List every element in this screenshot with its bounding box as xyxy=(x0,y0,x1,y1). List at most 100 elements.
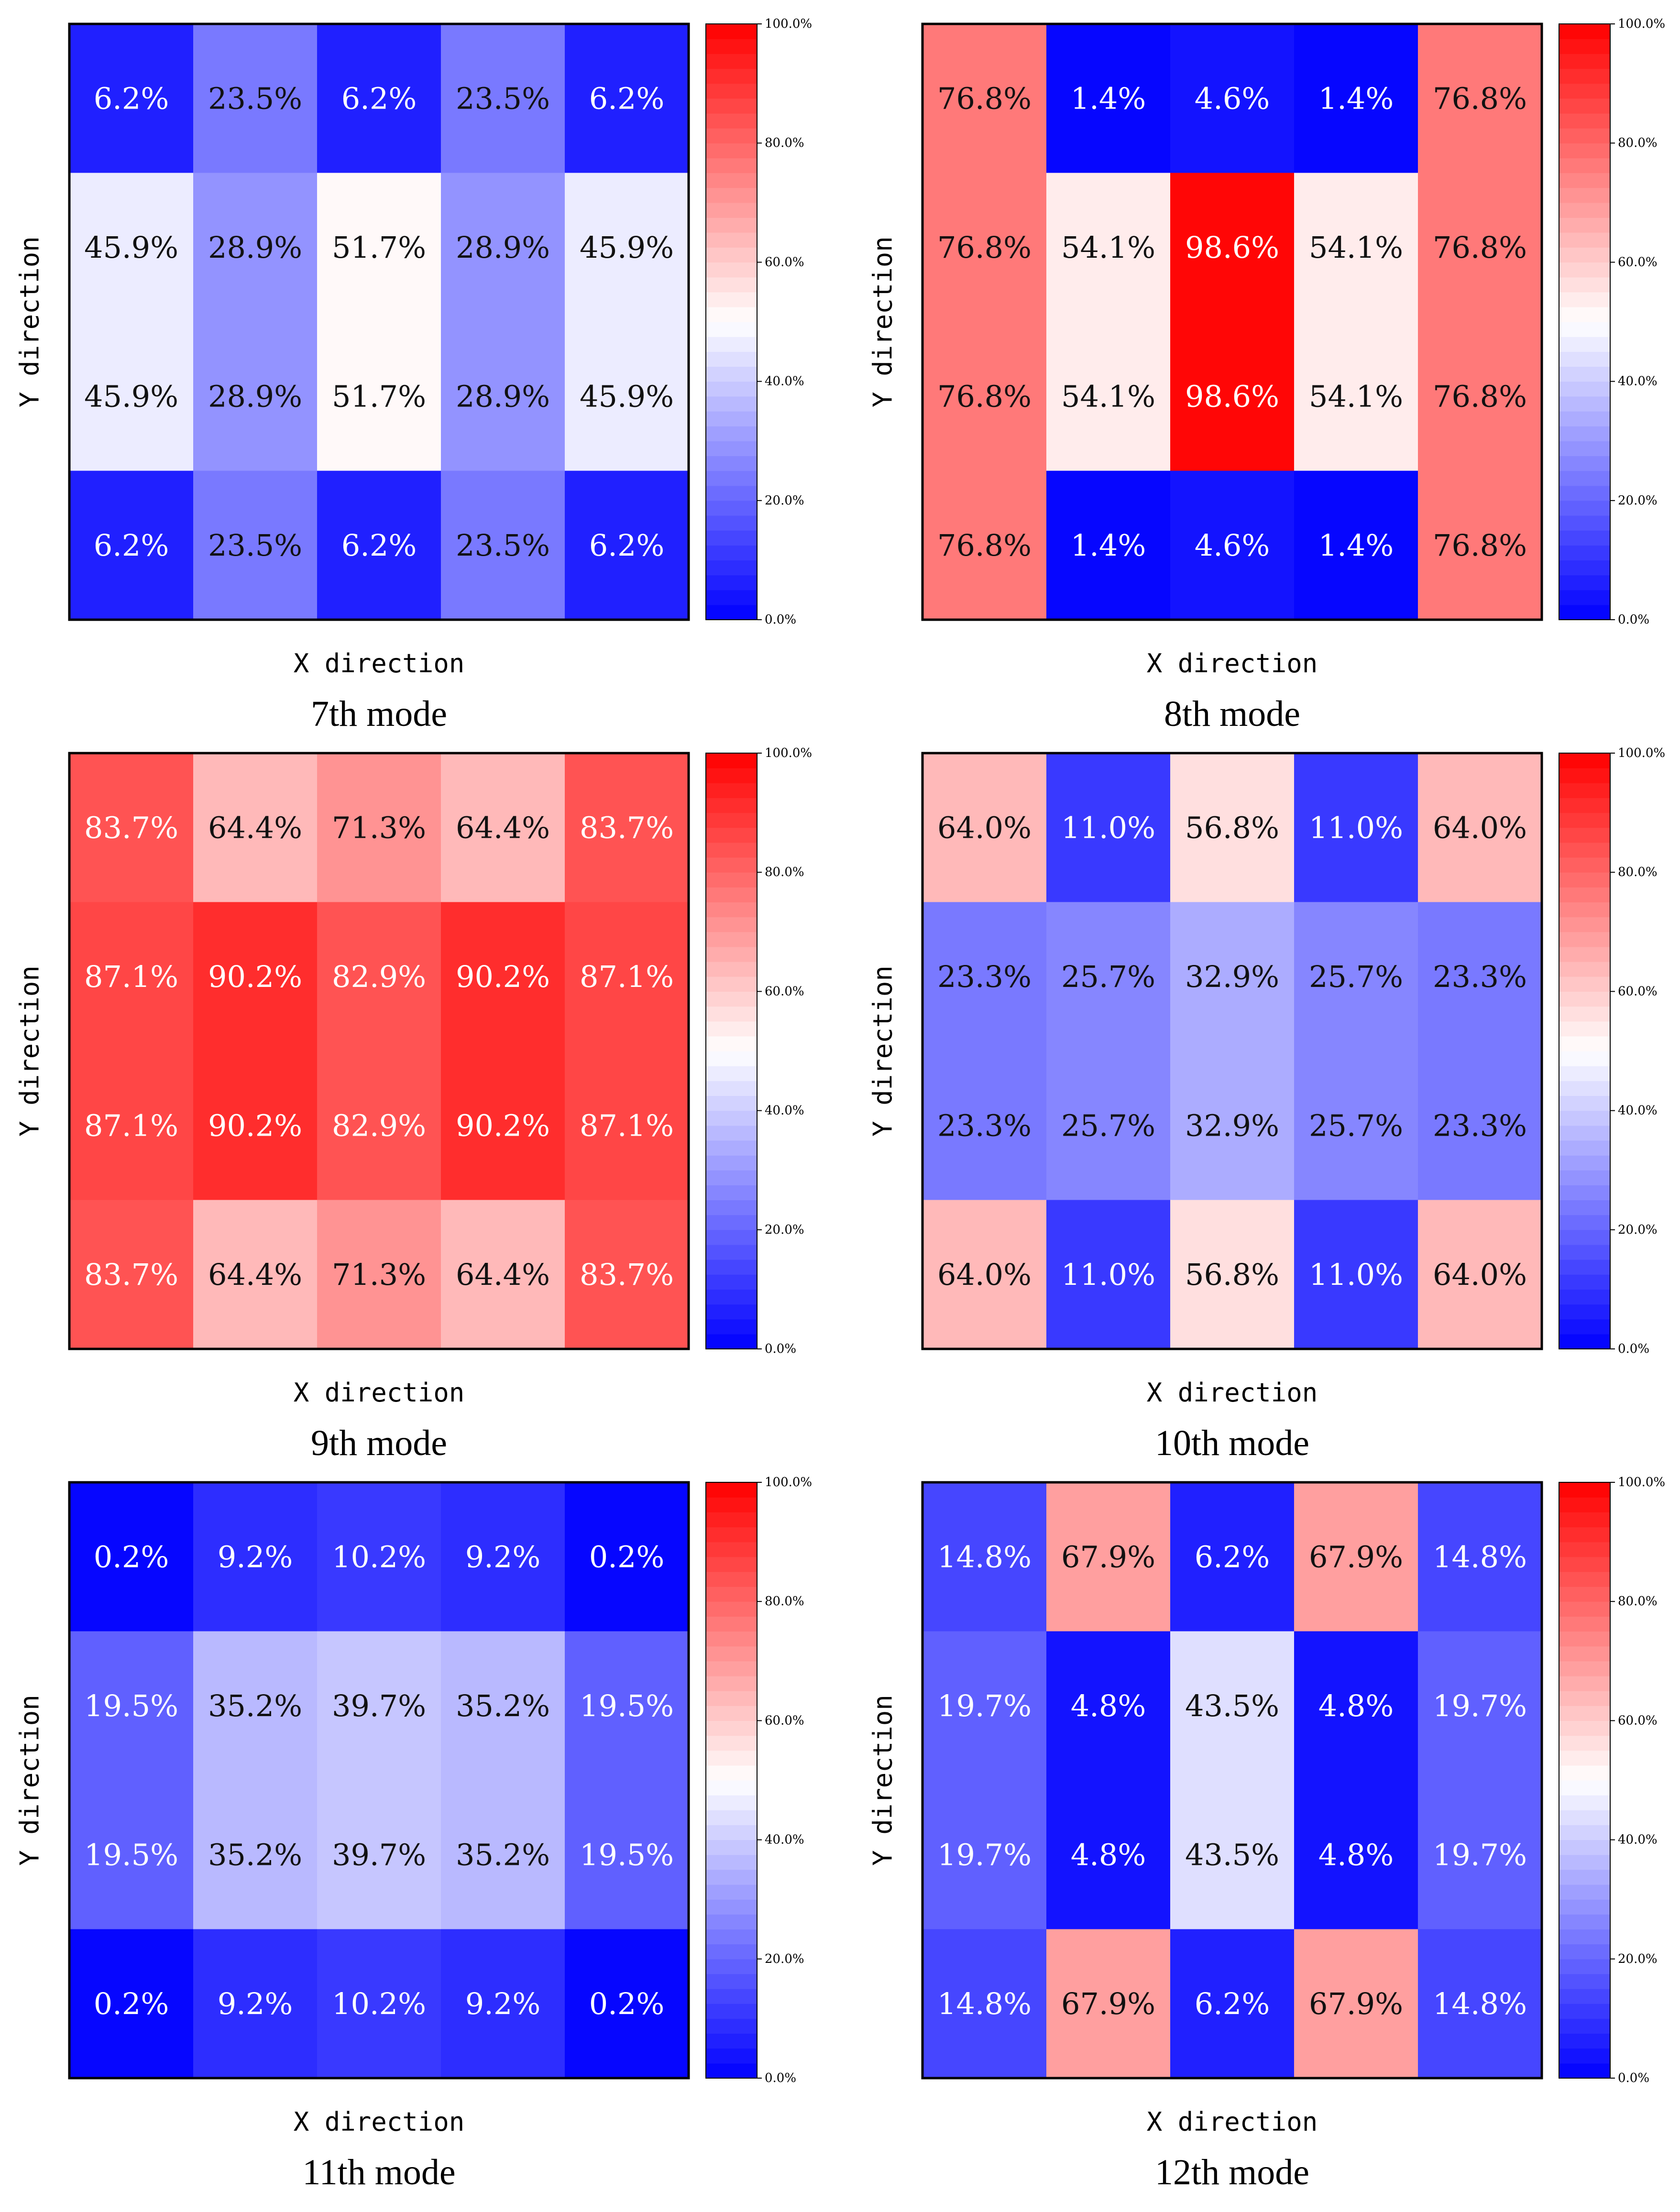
colorbar-segment xyxy=(706,485,757,501)
colorbar-segment xyxy=(1559,98,1610,114)
cell-value-label: 64.0% xyxy=(937,810,1032,845)
cell-value-label: 23.5% xyxy=(208,528,302,563)
heatmap-cell xyxy=(1294,1200,1418,1349)
heatmap-cell xyxy=(441,1780,565,1930)
colorbar-segment xyxy=(1559,1095,1610,1111)
cell-value-label: 6.2% xyxy=(1195,1539,1270,1574)
heatmap-cell xyxy=(1294,1482,1418,1632)
colorbar-segment xyxy=(1559,1319,1610,1335)
cell-value-label: 98.6% xyxy=(1185,230,1279,265)
colorbar-tick-label: 60.0% xyxy=(765,255,804,269)
colorbar-segment xyxy=(706,1631,757,1647)
colorbar-tick-label: 20.0% xyxy=(1618,1223,1658,1237)
colorbar-segment xyxy=(706,1601,757,1617)
colorbar-segment xyxy=(706,98,757,114)
cell-value-label: 6.2% xyxy=(94,81,169,116)
cell-value-label: 23.3% xyxy=(937,959,1032,994)
heatmap-cell xyxy=(193,1482,318,1632)
heatmap-frame xyxy=(921,1481,1543,2080)
heatmap-cell xyxy=(1418,1780,1542,1930)
cell-value-label: 67.9% xyxy=(1061,1539,1155,1574)
cell-value-label: 39.7% xyxy=(332,1688,426,1723)
colorbar-frame xyxy=(1559,753,1611,1349)
colorbar-segment xyxy=(706,991,757,1007)
heatmap-cell xyxy=(1418,322,1542,471)
heatmap-cell xyxy=(69,753,194,903)
colorbar-tick-label: 0.0% xyxy=(1618,613,1649,627)
colorbar-segment xyxy=(706,1527,757,1543)
heatmap-cell xyxy=(1170,24,1295,174)
y-axis-label: Y direction xyxy=(868,236,898,407)
colorbar-segment xyxy=(706,931,757,947)
cell-value-label: 6.2% xyxy=(341,81,417,116)
heatmap-cell xyxy=(1294,1780,1418,1930)
heatmap-cell xyxy=(193,1929,318,2079)
heatmap-cell xyxy=(317,902,441,1051)
colorbar-tick-label: 80.0% xyxy=(765,136,804,150)
colorbar-segment xyxy=(706,1319,757,1335)
cell-value-label: 19.7% xyxy=(1433,1837,1527,1872)
colorbar-tick-label: 40.0% xyxy=(1618,374,1658,389)
colorbar-tick-label: 40.0% xyxy=(765,1104,804,1118)
cell-value-label: 1.4% xyxy=(1318,528,1394,563)
heatmap-cell xyxy=(1294,1051,1418,1201)
cell-value-label: 82.9% xyxy=(332,959,426,994)
colorbar-segment xyxy=(1559,827,1610,843)
colorbar-segment xyxy=(1559,1006,1610,1022)
colorbar-segment xyxy=(1559,1646,1610,1662)
cell-value-label: 64.0% xyxy=(1433,1257,1527,1292)
heatmap-cell xyxy=(1294,173,1418,322)
y-axis-label: Y direction xyxy=(868,1695,898,1866)
heatmap-cell xyxy=(69,322,194,471)
cell-value-label: 87.1% xyxy=(580,959,674,994)
colorbar-segment xyxy=(706,1185,757,1201)
heatmap-cell xyxy=(565,471,689,620)
heatmap-cell xyxy=(317,1780,441,1930)
colorbar-segment xyxy=(1559,1869,1610,1885)
heatmap-cell xyxy=(1418,1482,1542,1632)
cell-value-label: 19.5% xyxy=(580,1688,674,1723)
colorbar-segment xyxy=(1559,1066,1610,1081)
colorbar-tick-label: 60.0% xyxy=(765,984,804,998)
colorbar-segment xyxy=(1559,1840,1610,1855)
heatmap-cell xyxy=(441,1482,565,1632)
heatmap-cell xyxy=(565,1929,689,2079)
colorbar-segment xyxy=(1559,426,1610,441)
heatmap-cell xyxy=(1170,1051,1295,1201)
heatmap-frame xyxy=(921,752,1543,1350)
cell-value-label: 90.2% xyxy=(456,1108,550,1143)
cell-value-label: 45.9% xyxy=(84,379,178,414)
colorbar-segment xyxy=(706,113,757,129)
heatmap-cell xyxy=(1046,1780,1171,1930)
colorbar-tick-label: 0.0% xyxy=(765,1342,796,1356)
colorbar-segment xyxy=(1559,1215,1610,1230)
colorbar-segment xyxy=(1559,946,1610,962)
colorbar-segment xyxy=(1559,307,1610,322)
cell-value-label: 43.5% xyxy=(1185,1837,1279,1872)
colorbar-segment xyxy=(706,262,757,278)
cell-value-label: 23.5% xyxy=(208,81,302,116)
colorbar-frame xyxy=(1559,23,1611,620)
cell-value-label: 64.0% xyxy=(1433,810,1527,845)
colorbar-tick-label: 0.0% xyxy=(765,613,796,627)
cell-value-label: 25.7% xyxy=(1309,1108,1403,1143)
colorbar-segment xyxy=(706,1006,757,1022)
colorbar-segment xyxy=(1559,1036,1610,1051)
heatmap-panel-8: 76.8% 1.4% 4.6% 1.4% 76.8% 76.8% 54.1% 98.6% 54.… xyxy=(868,17,1666,734)
colorbar-segment xyxy=(706,1215,757,1230)
heatmap-cell xyxy=(565,1780,689,1930)
colorbar-segment xyxy=(1559,842,1610,858)
colorbar-segment xyxy=(1559,396,1610,412)
cell-value-label: 25.7% xyxy=(1061,959,1155,994)
colorbar-segment xyxy=(706,887,757,903)
colorbar-segment xyxy=(1559,1661,1610,1676)
colorbar-segment xyxy=(1559,1616,1610,1632)
heatmap-cell xyxy=(565,1482,689,1632)
colorbar-segment xyxy=(706,604,757,620)
cell-value-label: 51.7% xyxy=(332,230,426,265)
colorbar-segment xyxy=(1559,2048,1610,2064)
cell-value-label: 76.8% xyxy=(937,81,1032,116)
colorbar-segment xyxy=(1559,1795,1610,1810)
cell-value-label: 98.6% xyxy=(1185,379,1279,414)
colorbar-segment xyxy=(1559,1973,1610,1989)
